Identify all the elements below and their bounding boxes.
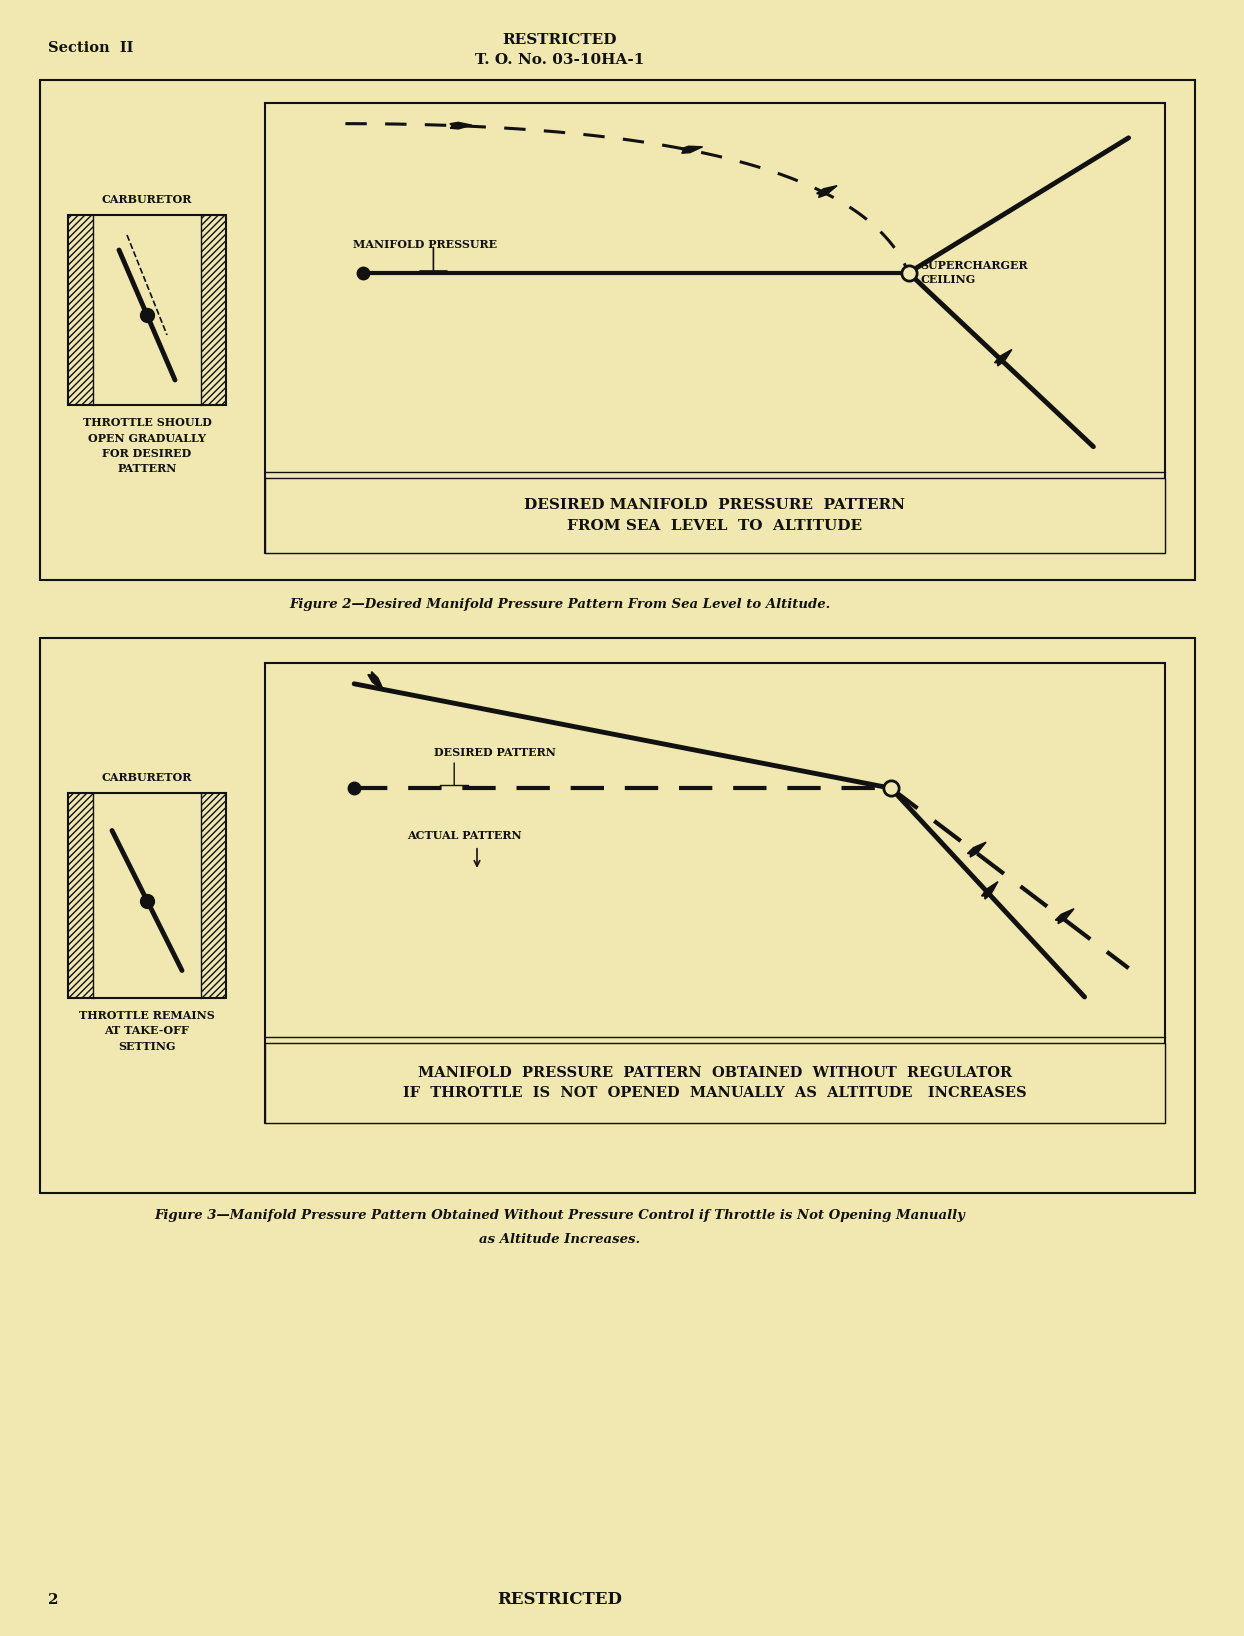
Text: as Altitude Increases.: as Altitude Increases. (479, 1234, 641, 1247)
Polygon shape (982, 882, 998, 900)
Bar (68, 793, 226, 998)
Bar (265, 103, 1164, 553)
Bar (202, 214, 226, 406)
Text: 2: 2 (49, 1593, 58, 1607)
Text: T. O. No. 03-10HA-1: T. O. No. 03-10HA-1 (475, 52, 644, 67)
Text: CARBURETOR: CARBURETOR (102, 195, 192, 204)
Text: ACTUAL PATTERN: ACTUAL PATTERN (407, 829, 521, 841)
Text: MANIFOLD PRESSURE: MANIFOLD PRESSURE (353, 239, 498, 250)
Polygon shape (680, 146, 703, 154)
Bar (265, 478, 1164, 553)
Bar (265, 1044, 1164, 1122)
Text: CARBURETOR: CARBURETOR (102, 772, 192, 784)
Text: DESIRED MANIFOLD  PRESSURE  PATTERN
FROM SEA  LEVEL  TO  ALTITUDE: DESIRED MANIFOLD PRESSURE PATTERN FROM S… (525, 499, 906, 533)
Polygon shape (968, 843, 986, 857)
Bar (68, 793, 93, 998)
Text: RESTRICTED: RESTRICTED (498, 1592, 622, 1608)
Text: Section  II: Section II (49, 41, 133, 56)
Polygon shape (1055, 908, 1074, 924)
Text: SUPERCHARGER
CEILING: SUPERCHARGER CEILING (921, 260, 1029, 285)
Text: Figure 2—Desired Manifold Pressure Pattern From Sea Level to Altitude.: Figure 2—Desired Manifold Pressure Patte… (290, 599, 831, 610)
Polygon shape (994, 350, 1011, 366)
Bar (265, 663, 1164, 1122)
Polygon shape (368, 672, 384, 692)
Polygon shape (816, 185, 837, 198)
Bar (202, 793, 226, 998)
Text: Figure 3—Manifold Pressure Pattern Obtained Without Pressure Control if Throttle: Figure 3—Manifold Pressure Pattern Obtai… (154, 1209, 965, 1222)
Text: DESIRED PATTERN: DESIRED PATTERN (434, 748, 556, 757)
Bar (68, 214, 93, 406)
Bar (40, 638, 1195, 1193)
Bar (40, 80, 1195, 581)
Text: THROTTLE SHOULD
OPEN GRADUALLY
FOR DESIRED
PATTERN: THROTTLE SHOULD OPEN GRADUALLY FOR DESIR… (82, 417, 211, 474)
Text: MANIFOLD  PRESSURE  PATTERN  OBTAINED  WITHOUT  REGULATOR
IF  THROTTLE  IS  NOT : MANIFOLD PRESSURE PATTERN OBTAINED WITHO… (403, 1065, 1026, 1101)
Text: THROTTLE REMAINS
AT TAKE-OFF
SETTING: THROTTLE REMAINS AT TAKE-OFF SETTING (80, 1009, 215, 1052)
Bar (68, 214, 226, 406)
Polygon shape (450, 123, 471, 129)
Text: RESTRICTED: RESTRICTED (503, 33, 617, 47)
